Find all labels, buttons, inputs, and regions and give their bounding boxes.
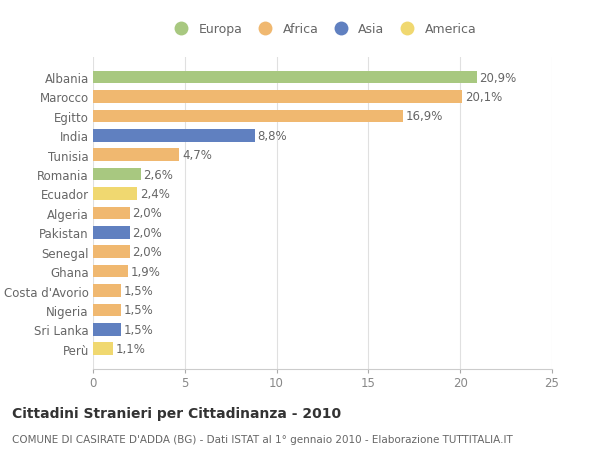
Text: 1,1%: 1,1% <box>116 342 146 356</box>
Text: COMUNE DI CASIRATE D'ADDA (BG) - Dati ISTAT al 1° gennaio 2010 - Elaborazione TU: COMUNE DI CASIRATE D'ADDA (BG) - Dati IS… <box>12 434 513 444</box>
Bar <box>93 226 130 239</box>
Text: 1,9%: 1,9% <box>131 265 161 278</box>
Bar <box>93 188 137 201</box>
Bar <box>93 323 121 336</box>
Bar <box>93 304 121 317</box>
Bar <box>93 149 179 162</box>
Text: 2,6%: 2,6% <box>143 168 173 181</box>
Bar <box>93 110 403 123</box>
Bar <box>93 207 130 220</box>
Text: 1,5%: 1,5% <box>123 285 153 297</box>
Text: 2,0%: 2,0% <box>133 207 162 220</box>
Text: 2,4%: 2,4% <box>140 188 170 201</box>
Bar <box>93 343 113 355</box>
Bar <box>93 129 254 142</box>
Text: 2,0%: 2,0% <box>133 226 162 239</box>
Legend: Europa, Africa, Asia, America: Europa, Africa, Asia, America <box>169 23 476 36</box>
Text: 20,1%: 20,1% <box>465 91 502 104</box>
Bar <box>93 168 141 181</box>
Text: 16,9%: 16,9% <box>406 110 443 123</box>
Text: 4,7%: 4,7% <box>182 149 212 162</box>
Text: Cittadini Stranieri per Cittadinanza - 2010: Cittadini Stranieri per Cittadinanza - 2… <box>12 406 341 420</box>
Text: 2,0%: 2,0% <box>133 246 162 259</box>
Bar <box>93 285 121 297</box>
Text: 1,5%: 1,5% <box>123 304 153 317</box>
Bar <box>93 91 462 104</box>
Text: 20,9%: 20,9% <box>479 71 517 84</box>
Bar <box>93 246 130 258</box>
Bar <box>93 72 477 84</box>
Text: 8,8%: 8,8% <box>257 129 287 142</box>
Bar <box>93 265 128 278</box>
Text: 1,5%: 1,5% <box>123 323 153 336</box>
